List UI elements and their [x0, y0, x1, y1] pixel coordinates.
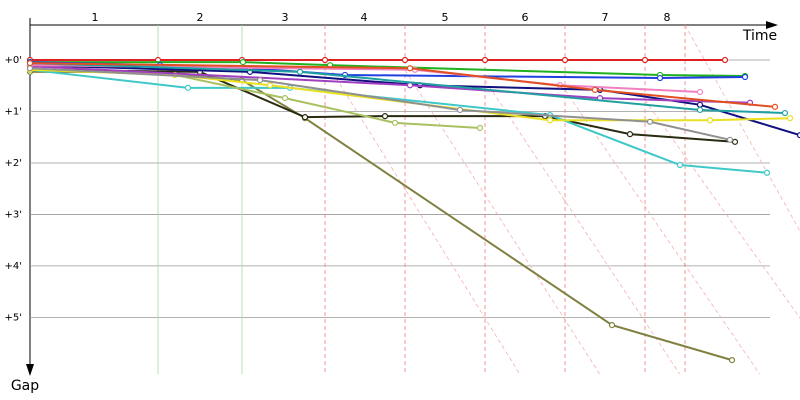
point — [321, 56, 329, 64]
point — [741, 73, 749, 81]
point — [676, 161, 684, 169]
point — [391, 119, 399, 126]
lapping-line — [324, 59, 521, 375]
point — [656, 74, 664, 82]
point — [641, 56, 649, 64]
x-axis-label: Time — [742, 28, 777, 44]
point — [239, 58, 247, 66]
point — [456, 106, 464, 114]
y-tick-label: +3' — [5, 209, 23, 220]
point — [771, 103, 779, 110]
point — [301, 114, 309, 121]
point — [696, 106, 704, 114]
point — [731, 138, 739, 145]
point — [706, 117, 714, 124]
point — [696, 101, 704, 108]
point — [561, 56, 569, 64]
point — [626, 131, 634, 138]
lapping-line — [684, 24, 800, 233]
point — [721, 56, 729, 64]
point — [763, 169, 771, 176]
point — [281, 95, 289, 102]
lapping-line — [484, 79, 680, 375]
point — [546, 117, 554, 124]
point — [266, 82, 274, 89]
y-tick-label: +2' — [5, 158, 23, 169]
point — [591, 86, 599, 93]
point — [184, 84, 192, 91]
y-axis-label: Gap — [11, 378, 39, 394]
point — [476, 124, 484, 132]
point — [401, 56, 409, 64]
x-tick-label: 5 — [442, 11, 449, 24]
point — [728, 357, 736, 364]
x-tick-label: 2 — [197, 11, 204, 24]
point — [696, 88, 704, 96]
y-tick-label: +0' — [5, 55, 23, 66]
series-line — [30, 70, 733, 362]
x-tick-label: 3 — [282, 11, 289, 24]
lapping-line — [644, 99, 800, 319]
point — [481, 56, 489, 64]
point — [296, 68, 304, 75]
point — [646, 118, 654, 125]
x-axis-arrow — [766, 21, 778, 29]
point — [796, 132, 800, 139]
series-line — [29, 62, 776, 108]
y-tick-label: +1' — [5, 107, 23, 118]
point — [256, 77, 264, 84]
point — [608, 322, 616, 329]
point — [26, 60, 34, 67]
y-tick-label: +4' — [5, 261, 23, 272]
point — [786, 115, 794, 122]
y-tick-label: +5' — [5, 312, 23, 323]
series-line — [29, 62, 786, 115]
series-line — [29, 68, 768, 174]
series-line — [29, 65, 751, 104]
x-tick-label: 6 — [522, 11, 529, 24]
point — [26, 65, 34, 72]
x-tick-label: 7 — [602, 11, 609, 24]
x-tick-label: 8 — [664, 11, 671, 24]
point — [781, 109, 789, 117]
point — [381, 113, 389, 120]
x-tick-label: 4 — [361, 11, 368, 24]
point — [406, 65, 414, 72]
y-axis-arrow — [26, 364, 34, 376]
lapping-line — [564, 89, 760, 375]
x-tick-label: 1 — [92, 11, 99, 24]
point — [726, 136, 734, 143]
